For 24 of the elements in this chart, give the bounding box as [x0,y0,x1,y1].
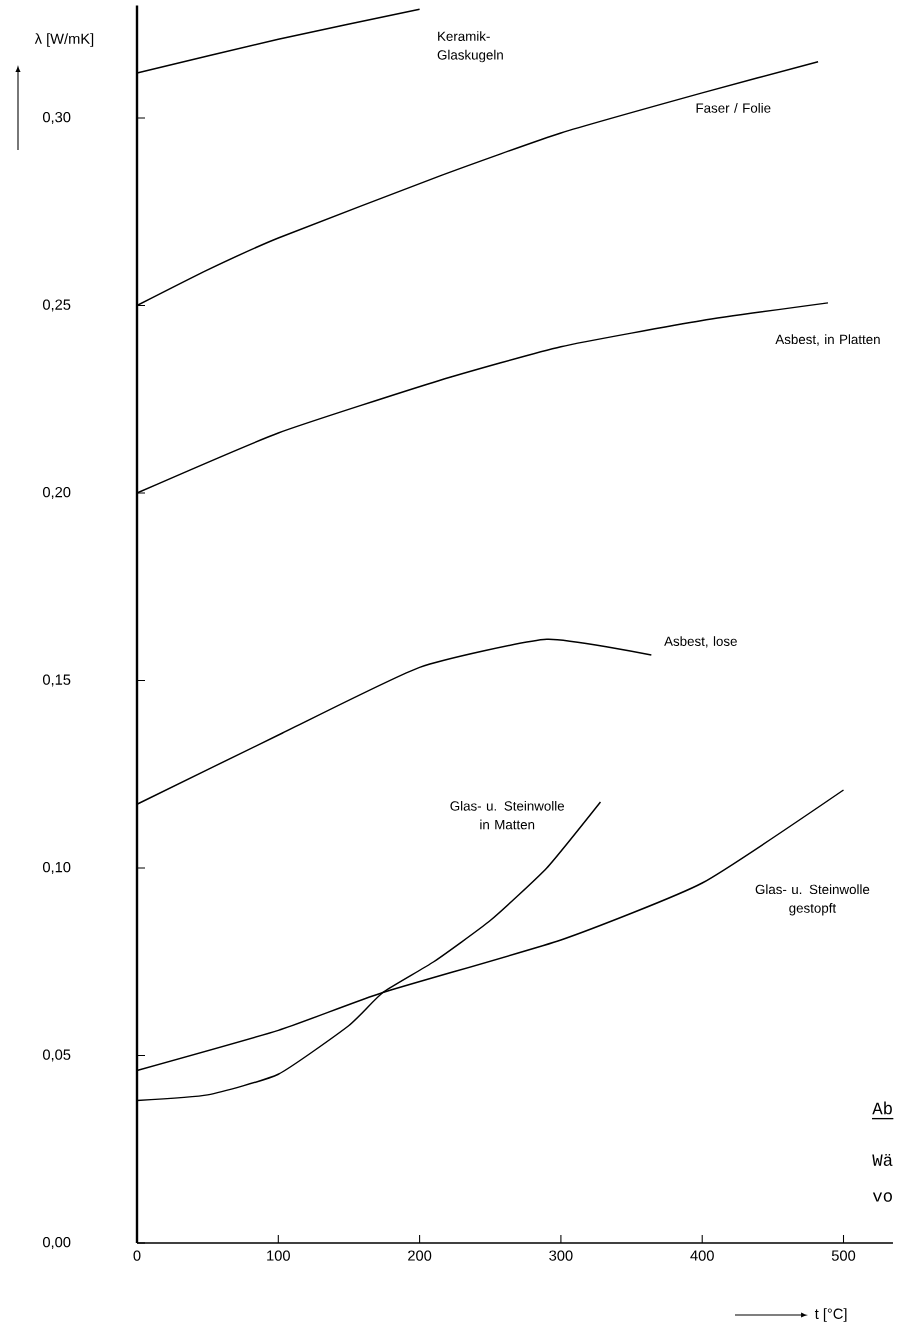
y-axis-title: λ [W/mK] [34,33,93,47]
text: Glas- u. Steinwolle gestopft [755,884,870,916]
annotation: Wä [872,1153,893,1167]
x-tick-label: 500 [831,1250,855,1261]
series-label: Asbest, in Platten [775,334,880,346]
y-tick-label: 0,10 [42,861,71,875]
y-tick-label: 0,25 [42,299,71,312]
x-tick-label: 400 [690,1250,714,1261]
annotation: Ab [872,1101,892,1115]
y-tick-label: 0,05 [42,1049,71,1062]
annotation: vo [872,1192,892,1202]
y-tick-label: 0,20 [42,486,71,500]
y-tick-label: 0,15 [42,674,71,687]
x-axis-title: t [°C] [814,1308,847,1322]
y-tick-label: 0,00 [42,1236,71,1250]
x-tick-label: 300 [549,1250,573,1261]
x-tick-label: 200 [407,1250,432,1261]
series-label: Asbest, lose [663,636,737,648]
text: Keramik- Glaskugeln [437,31,503,63]
y-tick-label: 0,30 [42,111,71,125]
series-label: Faser / Folie [696,102,771,113]
x-tick-label: 100 [266,1250,290,1261]
x-tick-label: 0 [133,1250,141,1261]
series-label: Glas- u. Steinwolle in Matten [450,800,564,830]
